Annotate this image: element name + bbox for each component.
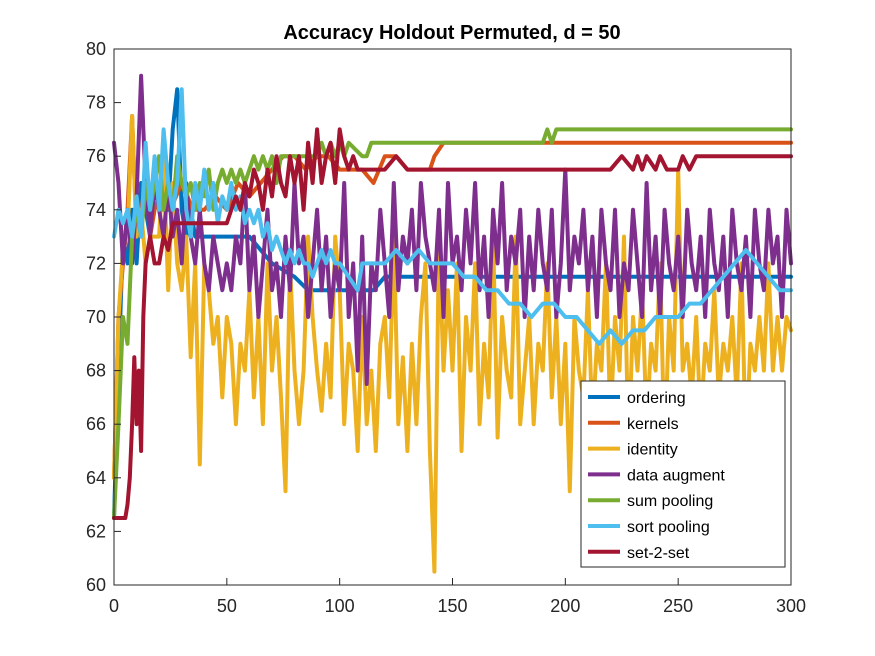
x-tick-label: 50 [217, 596, 237, 616]
legend-label: ordering [627, 390, 686, 407]
y-axis: 60 62 64 66 68 70 72 74 76 78 80 [86, 39, 121, 595]
x-tick-label: 100 [325, 596, 355, 616]
x-tick-label: 200 [550, 596, 580, 616]
series-line-sort-pooling [112, 87, 793, 346]
y-tick-label: 72 [86, 253, 106, 273]
chart-title: Accuracy Holdout Permuted, d = 50 [283, 22, 620, 44]
x-tick-label: 250 [663, 596, 693, 616]
plot-area: 0 50 100 150 200 250 300 60 62 64 66 68 70 72 74 76 78 8… [86, 39, 806, 616]
y-tick-label: 76 [86, 146, 106, 166]
y-tick-label: 74 [86, 200, 106, 220]
x-tick-label: 300 [776, 596, 806, 616]
y-tick-label: 80 [86, 39, 106, 59]
x-tick-label: 150 [437, 596, 467, 616]
x-axis: 0 50 100 150 200 250 300 [109, 578, 806, 616]
y-tick-label: 62 [86, 521, 106, 541]
series-layer [112, 73, 793, 574]
y-tick-label: 68 [86, 361, 106, 381]
y-tick-label: 70 [86, 307, 106, 327]
legend-label: sum pooling [627, 493, 713, 510]
legend-label: data augment [627, 467, 725, 484]
legend-label: kernels [627, 416, 679, 433]
legend-label: set-2-set [627, 545, 690, 562]
y-tick-label: 64 [86, 468, 106, 488]
series-line-set-2-set [112, 127, 793, 520]
x-tick-label: 0 [109, 596, 119, 616]
y-tick-label: 78 [86, 93, 106, 113]
legend-label: sort pooling [627, 519, 710, 536]
legend-label: identity [627, 442, 678, 459]
y-tick-label: 66 [86, 414, 106, 434]
legend: ordering kernels identity data augment sum p… [580, 380, 786, 568]
y-tick-label: 60 [86, 575, 106, 595]
